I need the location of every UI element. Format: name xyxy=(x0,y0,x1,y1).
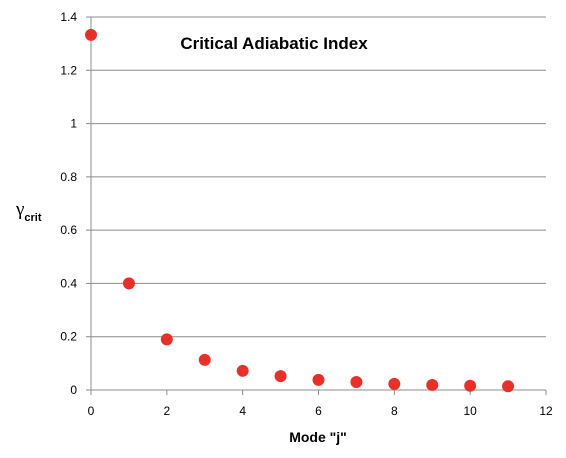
x-tick-label: 4 xyxy=(239,404,246,418)
data-point xyxy=(350,376,363,389)
data-point xyxy=(85,28,97,41)
x-tick-label: 12 xyxy=(539,404,553,418)
y-tick-label: 1 xyxy=(70,117,77,131)
chart-title: Critical Adiabatic Index xyxy=(180,34,368,53)
data-point xyxy=(198,353,211,366)
y-tick-label: 0.4 xyxy=(60,276,77,290)
data-point xyxy=(464,379,477,392)
data-point xyxy=(274,370,287,383)
x-tick-label: 6 xyxy=(315,404,322,418)
y-axis-label: γcrit xyxy=(15,199,42,224)
y-tick-label: 0 xyxy=(70,383,77,397)
y-tick-label: 1.2 xyxy=(60,63,77,77)
data-point xyxy=(236,364,249,377)
data-point xyxy=(426,378,439,391)
data-point xyxy=(388,377,401,390)
data-point xyxy=(502,380,515,393)
y-axis-label-subscript: crit xyxy=(24,212,41,224)
x-tick-label: 2 xyxy=(163,404,170,418)
y-tick-label: 0.6 xyxy=(60,223,77,237)
gridlines xyxy=(86,16,547,395)
x-tick-label: 10 xyxy=(463,404,477,418)
x-tick-label: 8 xyxy=(391,404,398,418)
y-tick-label: 0.8 xyxy=(60,170,77,184)
y-axis-label-symbol: γ xyxy=(15,199,24,220)
y-tick-label: 1.4 xyxy=(60,10,77,24)
data-points xyxy=(85,28,515,393)
y-tick-labels: 0 0.2 0.4 0.6 0.8 1 1.2 1.4 xyxy=(60,10,77,397)
x-axis-label: Mode "j" xyxy=(289,429,347,445)
x-tick-label: 0 xyxy=(88,404,95,418)
data-point xyxy=(122,277,135,290)
y-tick-label: 0.2 xyxy=(60,330,77,344)
data-point xyxy=(160,333,173,346)
data-point xyxy=(312,373,325,386)
x-tick-labels: 0 2 4 6 8 10 12 xyxy=(88,404,553,418)
